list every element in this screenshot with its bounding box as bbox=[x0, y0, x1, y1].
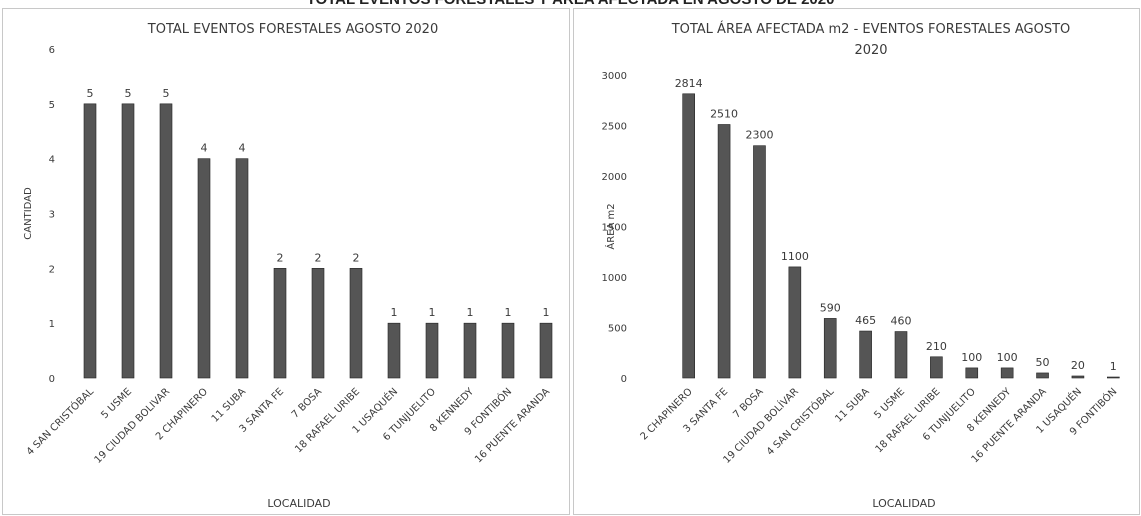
chart-title: TOTAL EVENTOS FORESTALES AGOSTO 2020 bbox=[147, 22, 438, 37]
chart-title: 2020 bbox=[854, 43, 887, 58]
data-label: 50 bbox=[1036, 356, 1050, 369]
data-label: 2 bbox=[315, 251, 322, 264]
x-tick-label: 2 CHAPINERO bbox=[639, 386, 695, 442]
data-label: 4 bbox=[239, 142, 246, 155]
bar bbox=[788, 266, 802, 379]
y-tick-label: 500 bbox=[608, 324, 627, 335]
y-tick-label: 2000 bbox=[602, 172, 627, 183]
data-label: 1 bbox=[543, 306, 550, 319]
data-label: 4 bbox=[201, 142, 208, 155]
x-tick-label: 4 SAN CRISTÓBAL bbox=[23, 385, 96, 458]
data-label: 2814 bbox=[675, 77, 703, 90]
y-tick-label: 1500 bbox=[602, 223, 627, 234]
bar bbox=[349, 268, 363, 379]
data-label: 1 bbox=[429, 306, 436, 319]
data-label: 210 bbox=[926, 340, 947, 353]
bar bbox=[463, 322, 477, 379]
x-tick-label: 5 USME bbox=[99, 386, 134, 421]
x-axis-label: LOCALIDAD bbox=[267, 497, 330, 510]
y-tick-label: 3000 bbox=[602, 71, 627, 82]
bar bbox=[387, 322, 401, 379]
x-tick-label: 7 BOSA bbox=[290, 386, 324, 420]
y-tick-label: 3 bbox=[49, 210, 55, 221]
data-label: 465 bbox=[855, 314, 876, 327]
bar bbox=[311, 268, 325, 379]
chart-panel-events: TOTAL EVENTOS FORESTALES AGOSTO 2020 0 1 2 3… bbox=[2, 8, 570, 515]
data-label: 1 bbox=[391, 306, 398, 319]
data-label: 2 bbox=[277, 251, 284, 264]
data-label: 2510 bbox=[710, 107, 738, 120]
bar bbox=[682, 93, 695, 379]
data-label: 100 bbox=[997, 351, 1018, 364]
bar bbox=[539, 322, 553, 379]
bar bbox=[1107, 376, 1120, 379]
y-tick-label: 2500 bbox=[602, 122, 627, 133]
y-tick-label: 4 bbox=[49, 155, 55, 166]
y-tick-label: 6 bbox=[49, 45, 55, 56]
data-label: 1 bbox=[467, 306, 474, 319]
x-tick-label: 5 USME bbox=[872, 386, 907, 421]
area-bar-chart: TOTAL ÁREA AFECTADA m2 - EVENTOS FORESTA… bbox=[602, 21, 1120, 510]
bar bbox=[235, 158, 249, 379]
x-tick-label: 11 SUBA bbox=[210, 386, 248, 424]
bar bbox=[501, 322, 515, 379]
x-tick-label: 7 BOSA bbox=[731, 386, 765, 420]
data-label: 1 bbox=[1110, 360, 1117, 373]
data-label: 1 bbox=[505, 306, 512, 319]
bar bbox=[717, 124, 731, 379]
data-label: 460 bbox=[891, 315, 912, 328]
bar bbox=[197, 158, 211, 379]
bar bbox=[753, 145, 766, 379]
bar bbox=[273, 268, 287, 379]
data-label: 2300 bbox=[745, 129, 773, 142]
y-tick-label: 0 bbox=[49, 374, 55, 385]
data-label: 2 bbox=[353, 251, 360, 264]
bar bbox=[965, 367, 979, 379]
chart-title: TOTAL ÁREA AFECTADA m2 - EVENTOS FORESTA… bbox=[671, 21, 1071, 37]
y-axis-label: ÁREA m2 bbox=[604, 203, 617, 249]
x-axis-label: LOCALIDAD bbox=[872, 497, 935, 510]
data-label: 5 bbox=[125, 87, 132, 100]
y-tick-label: 2 bbox=[49, 264, 55, 275]
x-tick-label: 11 SUBA bbox=[833, 386, 871, 424]
bar bbox=[159, 103, 173, 379]
chart-panel-area: TOTAL ÁREA AFECTADA m2 - EVENTOS FORESTA… bbox=[573, 8, 1140, 515]
bar bbox=[823, 318, 837, 379]
y-tick-label: 1 bbox=[49, 319, 55, 330]
x-tick-label: 18 RAFAEL URIBE bbox=[293, 386, 362, 455]
events-bar-chart: TOTAL EVENTOS FORESTALES AGOSTO 2020 0 1 2 3… bbox=[23, 22, 553, 510]
data-label: 1100 bbox=[781, 250, 809, 263]
x-tick-label: 16 PUENTE ARANDA bbox=[473, 386, 552, 465]
bar bbox=[121, 103, 135, 379]
data-label: 100 bbox=[961, 351, 982, 364]
data-label: 20 bbox=[1071, 359, 1085, 372]
bar bbox=[83, 103, 97, 379]
y-tick-label: 1000 bbox=[602, 273, 627, 284]
bar bbox=[1000, 367, 1014, 379]
bar bbox=[859, 330, 872, 379]
bar bbox=[930, 356, 943, 379]
y-axis-label: CANTIDAD bbox=[23, 187, 34, 240]
x-tick-label: 19 CIUDAD BOLIVAR bbox=[93, 386, 173, 466]
page-title: TOTAL EVENTOS FORESTALES Y ÁREA AFECTADA… bbox=[0, 0, 1141, 8]
y-tick-label: 0 bbox=[621, 374, 627, 385]
data-label: 5 bbox=[163, 87, 170, 100]
x-tick-label: 4 SAN CRISTÓBAL bbox=[763, 385, 836, 458]
y-tick-label: 5 bbox=[49, 100, 55, 111]
data-label: 590 bbox=[820, 301, 841, 314]
bar bbox=[1071, 375, 1085, 379]
bar bbox=[1036, 372, 1049, 379]
bar bbox=[425, 322, 439, 379]
data-label: 5 bbox=[87, 87, 94, 100]
x-tick-label: 18 RAFAEL URIBE bbox=[874, 386, 943, 455]
bar bbox=[894, 331, 908, 379]
